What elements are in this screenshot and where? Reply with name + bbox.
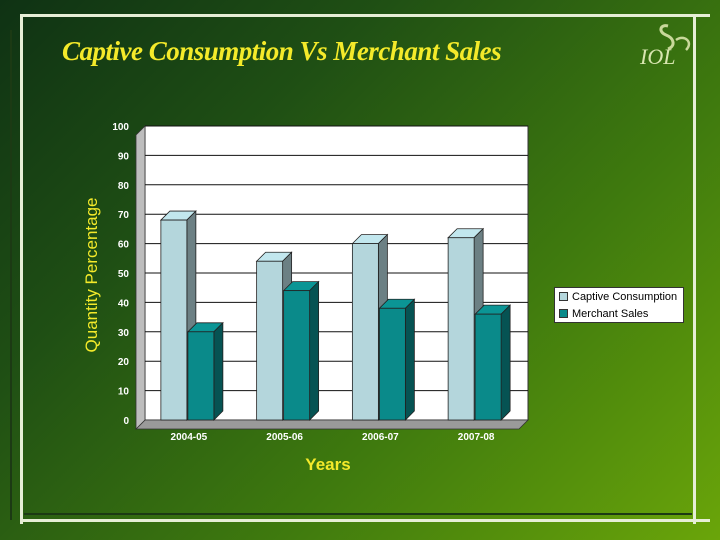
legend-item-captive: Captive Consumption xyxy=(555,288,683,305)
y-tick-label: 10 xyxy=(118,387,130,398)
bar-side xyxy=(404,298,415,421)
x-tick-label: 2004-05 xyxy=(171,432,208,443)
bar-front xyxy=(160,219,188,421)
plot-wall xyxy=(135,125,146,430)
bar xyxy=(378,298,416,421)
legend-label-captive: Captive Consumption xyxy=(572,290,678,303)
bar-front xyxy=(474,313,502,421)
legend-label-merchant: Merchant Sales xyxy=(572,307,649,320)
x-tick-label: 2005-06 xyxy=(266,432,303,443)
bar xyxy=(351,233,389,421)
legend-swatch-captive xyxy=(559,292,568,301)
y-tick-label: 0 xyxy=(123,416,129,427)
x-tick-label: 2006-07 xyxy=(362,432,399,443)
y-tick-label: 30 xyxy=(118,328,130,339)
bar xyxy=(282,280,320,421)
y-tick-label: 40 xyxy=(118,298,130,309)
y-tick-label: 50 xyxy=(118,269,130,280)
slide-title: Captive Consumption Vs Merchant Sales xyxy=(62,36,502,66)
bar xyxy=(186,321,224,421)
bar-front xyxy=(283,290,311,421)
y-tick-label: 60 xyxy=(118,240,130,251)
bar-front xyxy=(351,243,379,421)
frame-left-line xyxy=(20,14,23,524)
bar-front xyxy=(187,331,215,421)
chart-legend: Captive Consumption Merchant Sales xyxy=(554,287,684,323)
frame-inner-bottom-line xyxy=(24,513,692,515)
bar-front xyxy=(256,260,284,421)
bar-side xyxy=(309,280,320,421)
y-tick-label: 70 xyxy=(118,210,130,221)
y-tick-label: 90 xyxy=(118,151,130,162)
frame-inner-left-line xyxy=(10,30,12,520)
plot-floor xyxy=(135,419,529,430)
bar-front xyxy=(378,307,406,421)
bar xyxy=(159,210,197,421)
y-tick-label: 80 xyxy=(118,181,130,192)
bar-side xyxy=(213,321,224,421)
y-tick-label: 100 xyxy=(112,122,129,133)
bar xyxy=(474,304,512,421)
company-logo: IOL xyxy=(639,24,691,69)
legend-item-merchant: Merchant Sales xyxy=(555,305,683,322)
frame-top-line xyxy=(20,14,710,17)
bar-front xyxy=(447,237,475,421)
frame-bottom-line xyxy=(20,519,710,522)
y-tick-label: 20 xyxy=(118,357,130,368)
y-axis-label: Quantity Percentage xyxy=(82,198,101,353)
bar-side xyxy=(500,304,511,421)
x-tick-label: 2007-08 xyxy=(458,432,495,443)
frame-right-line xyxy=(693,14,696,524)
logo-text: IOL xyxy=(639,44,675,69)
legend-swatch-merchant xyxy=(559,309,568,318)
x-axis-label: Years xyxy=(305,455,350,474)
